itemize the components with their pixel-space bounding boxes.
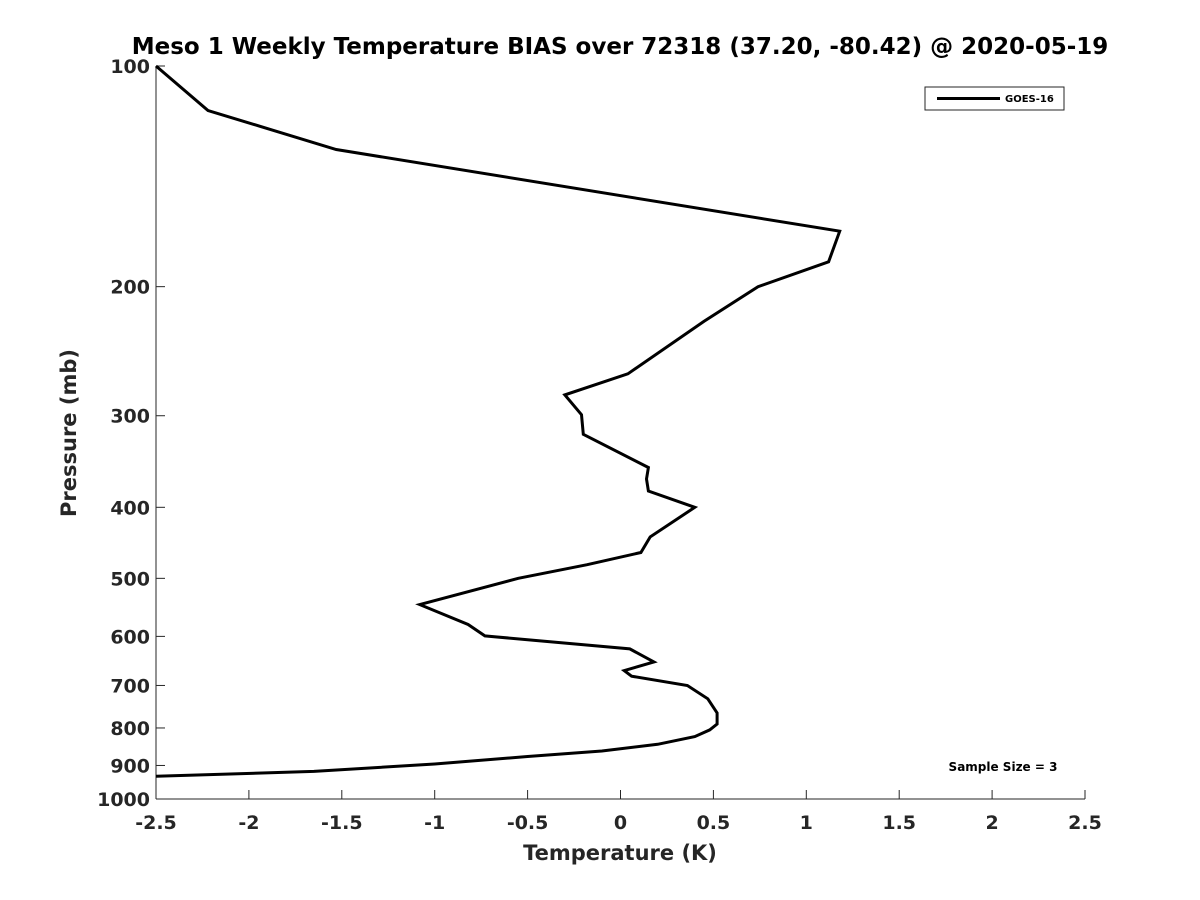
y-tick-label: 900	[110, 755, 150, 777]
x-tick-label: 2.5	[1068, 812, 1102, 834]
y-tick-label: 300	[110, 406, 150, 428]
y-tick-label: 1000	[97, 789, 150, 811]
y-tick-label: 800	[110, 718, 150, 740]
x-tick-label: 1	[800, 812, 813, 834]
y-tick-label: 200	[110, 277, 150, 299]
chart-title: Meso 1 Weekly Temperature BIAS over 7231…	[132, 34, 1109, 60]
axes	[155, 66, 1085, 800]
x-tick-label: -2.5	[135, 812, 177, 834]
legend-entry-goes-16: GOES-16	[1005, 94, 1054, 105]
series-line-goes-16	[155, 64, 842, 778]
sample-size-annotation: Sample Size = 3	[949, 760, 1058, 774]
y-tick-label: 400	[110, 497, 150, 519]
series	[155, 64, 842, 778]
legend: GOES-16	[924, 86, 1065, 111]
y-tick-label: 100	[110, 56, 150, 78]
y-tick-label: 700	[110, 675, 150, 697]
y-tick-label: 500	[110, 568, 150, 590]
y-axis-label: Pressure (mb)	[57, 349, 81, 517]
y-ticks: 100 200 300 400 500 600 700 800 900 1000	[97, 56, 165, 811]
x-tick-label: -1	[424, 812, 445, 834]
x-axis-label: Temperature (K)	[523, 841, 717, 865]
x-tick-label: -1.5	[321, 812, 363, 834]
x-ticks: -2.5 -2 -1.5 -1 -0.5 0 0.5 1 1.5 2 2.5	[135, 790, 1102, 834]
x-tick-label: 0.5	[697, 812, 731, 834]
x-tick-label: -0.5	[507, 812, 549, 834]
x-tick-label: 1.5	[882, 812, 916, 834]
x-tick-label: 0	[614, 812, 627, 834]
x-tick-label: -2	[238, 812, 259, 834]
y-tick-label: 600	[110, 626, 150, 648]
x-tick-label: 2	[985, 812, 998, 834]
